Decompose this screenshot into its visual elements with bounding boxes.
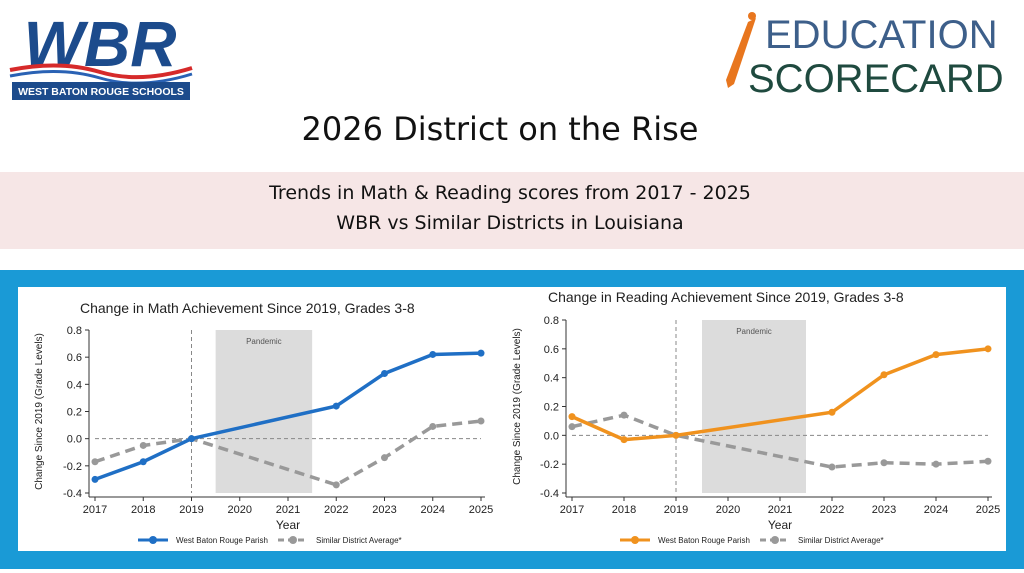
data-point [429, 422, 437, 430]
y-tick-label: 0.0 [67, 434, 82, 446]
x-tick-label: 2018 [612, 504, 636, 516]
data-point [381, 454, 388, 462]
y-tick-label: 0.2 [544, 402, 559, 414]
data-point [568, 423, 576, 431]
subtitle: Trends in Math & Reading scores from 201… [268, 182, 751, 204]
x-tick-label: 2022 [324, 504, 348, 516]
y-tick-label: 0.6 [544, 344, 559, 356]
shaded-region [215, 330, 313, 493]
x-tick-label: 2017 [83, 504, 107, 516]
chart-panel [18, 287, 1006, 551]
legend-label: West Baton Rouge Parish [176, 536, 268, 545]
y-tick-label: 0.6 [67, 352, 82, 364]
data-point [828, 463, 836, 471]
legend-marker [289, 536, 297, 544]
y-tick-label: 0.4 [67, 379, 82, 391]
data-point [332, 402, 340, 410]
y-axis-label: Change Since 2019 (Grade Levels) [34, 333, 45, 490]
x-tick-label: 2022 [820, 504, 844, 516]
scorecard-logo: EDUCATION SCORECARD [726, 12, 1004, 101]
x-tick-label: 2017 [560, 504, 584, 516]
shaded-region [702, 320, 806, 493]
x-axis-label: Year [276, 518, 300, 532]
x-tick-label: 2025 [469, 504, 493, 516]
data-point [620, 411, 628, 419]
x-tick-label: 2025 [976, 504, 1000, 516]
data-point [139, 441, 147, 449]
data-point [880, 371, 888, 379]
data-point [984, 457, 992, 465]
data-point [477, 349, 485, 357]
data-point [932, 351, 940, 359]
data-point [91, 458, 99, 466]
y-tick-label: 0.8 [67, 325, 82, 337]
data-point [429, 350, 437, 358]
data-point [91, 475, 99, 483]
data-point [477, 417, 485, 425]
y-tick-label: 0.8 [544, 315, 559, 327]
y-tick-label: 0.0 [544, 430, 559, 442]
data-point [568, 413, 576, 421]
data-point [332, 481, 340, 489]
x-tick-label: 2024 [924, 504, 948, 516]
data-point [932, 460, 940, 468]
data-point [620, 436, 628, 444]
y-tick-label: -0.4 [540, 488, 559, 500]
x-tick-label: 2021 [276, 504, 300, 516]
x-tick-label: 2020 [228, 504, 252, 516]
y-axis-label: Change Since 2019 (Grade Levels) [512, 328, 523, 485]
data-point [672, 431, 680, 439]
legend-marker [771, 536, 779, 544]
chart-title: Change in Math Achievement Since 2019, G… [80, 300, 415, 316]
data-point [880, 459, 888, 467]
shaded-label: Pandemic [246, 337, 282, 346]
x-tick-label: 2020 [716, 504, 740, 516]
data-point [828, 408, 836, 416]
logo-line1: EDUCATION [765, 13, 998, 57]
wbr-logo: WBR WEST BATON ROUGE SCHOOLS [9, 8, 193, 100]
shaded-label: Pandemic [736, 327, 772, 336]
page-title: 2026 District on the Rise [302, 110, 699, 148]
x-tick-label: 2023 [372, 504, 396, 516]
chart-title: Change in Reading Achievement Since 2019… [548, 289, 904, 305]
data-point [188, 435, 195, 443]
x-tick-label: 2024 [421, 504, 445, 516]
y-tick-label: -0.2 [63, 461, 82, 473]
x-axis-label: Year [768, 518, 792, 532]
y-tick-label: 0.4 [544, 373, 559, 385]
x-tick-label: 2019 [664, 504, 688, 516]
legend-marker [631, 536, 639, 544]
y-tick-label: 0.2 [67, 407, 82, 419]
data-point [381, 369, 388, 377]
logo-line2: SCORECARD [748, 57, 1004, 101]
x-tick-label: 2019 [179, 504, 203, 516]
data-point [984, 345, 992, 353]
y-tick-label: -0.4 [63, 488, 82, 500]
subtitle: WBR vs Similar Districts in Louisiana [336, 212, 683, 234]
legend-label: West Baton Rouge Parish [658, 536, 750, 545]
x-tick-label: 2018 [131, 504, 155, 516]
x-tick-label: 2023 [872, 504, 896, 516]
logo-name: WBR [24, 8, 177, 80]
subtitle-band [0, 172, 1024, 249]
x-tick-label: 2021 [768, 504, 792, 516]
legend-label: Similar District Average* [316, 536, 402, 545]
legend-marker [149, 536, 157, 544]
data-point [139, 458, 147, 466]
legend-label: Similar District Average* [798, 536, 884, 545]
logo-subtitle: WEST BATON ROUGE SCHOOLS [18, 86, 184, 98]
y-tick-label: -0.2 [540, 459, 559, 471]
